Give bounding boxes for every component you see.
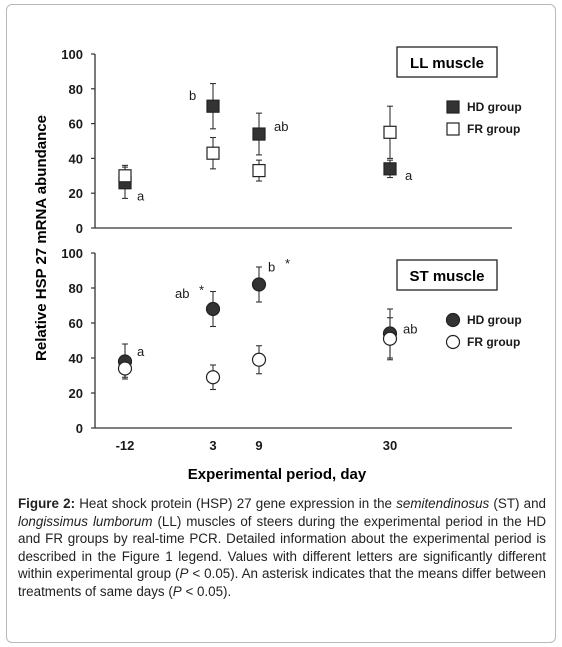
x-tick-label: -12 bbox=[116, 438, 135, 453]
panel-1-legend-label: FR group bbox=[467, 122, 520, 136]
y-axis-label: Relative HSP 27 mRNA abundance bbox=[33, 115, 50, 361]
panel-1-annotation: a bbox=[405, 168, 413, 183]
panel-1-y-tick-label: 60 bbox=[69, 117, 83, 132]
caption-text-3: (LL) muscles of steers during the experi… bbox=[18, 513, 546, 582]
panel-2-legend-marker bbox=[445, 312, 461, 328]
panel-1-annotation: b bbox=[189, 88, 196, 103]
panel-1-fr-point bbox=[252, 163, 266, 178]
panel-2-y-tick-label: 80 bbox=[69, 281, 83, 296]
panel-2-y-tick-label: 0 bbox=[76, 421, 83, 436]
panel-2-annotation: * bbox=[285, 256, 290, 271]
panel-2-annotation: a bbox=[137, 344, 145, 359]
panel-1-fr-point bbox=[206, 146, 220, 160]
x-tick-label: 30 bbox=[383, 438, 397, 453]
panel-2-annotation: ab bbox=[403, 322, 417, 337]
caption-italic-2: longissimus lumborum bbox=[18, 513, 153, 529]
panel-1-y-tick-label: 80 bbox=[69, 82, 83, 97]
panel-1-fr-point bbox=[118, 169, 132, 183]
panel-2-legend-label: FR group bbox=[467, 335, 520, 349]
panel-2-y-tick-label: 20 bbox=[69, 386, 83, 401]
panel-2-y-tick-label: 100 bbox=[61, 246, 83, 261]
panel-2-hd-point bbox=[251, 277, 267, 292]
panel-2-hd-point bbox=[205, 301, 221, 317]
panel-1-title: LL muscle bbox=[410, 55, 484, 72]
caption-text-1: Heat shock protein (HSP) 27 gene express… bbox=[75, 496, 397, 511]
panel-1-legend-marker bbox=[446, 100, 460, 114]
panel-2-title-box bbox=[396, 259, 498, 291]
panel-2-fr-point bbox=[205, 370, 221, 385]
caption-text-5: < 0.05). bbox=[181, 583, 232, 599]
panel-2-title: ST muscle bbox=[409, 268, 484, 285]
panel-2-annotation: b bbox=[268, 259, 275, 274]
caption-italic-1: semitendinosus bbox=[396, 496, 490, 511]
panel-1-hd-point bbox=[383, 162, 397, 176]
caption-label: Figure 2: bbox=[18, 496, 76, 511]
caption-italic-4: P bbox=[172, 583, 182, 599]
panel-2-legend-marker bbox=[445, 334, 461, 350]
panel-2-fr-point bbox=[251, 352, 267, 367]
panel-1-y-tick-label: 0 bbox=[76, 221, 83, 236]
panel-1-title-box bbox=[396, 46, 498, 78]
panel-2-y-tick-label: 40 bbox=[69, 351, 83, 366]
panel-1-hd-point bbox=[206, 99, 220, 113]
panel-1-annotation: a bbox=[137, 188, 145, 203]
panel-2-y-tick-label: 60 bbox=[69, 316, 83, 331]
chart-figure: Relative HSP 27 mRNA abundance Experimen… bbox=[33, 46, 522, 483]
x-axis-label: Experimental period, day bbox=[188, 466, 367, 483]
panel-1-y-tick-label: 20 bbox=[69, 186, 83, 201]
panel-2-fr-point bbox=[117, 361, 133, 376]
x-tick-label: 3 bbox=[209, 438, 216, 453]
panel-1-fr-point bbox=[383, 125, 397, 139]
caption-text-2: (ST) and bbox=[489, 496, 547, 511]
caption-italic-3: P bbox=[179, 566, 189, 581]
panel-1-legend-label: HD group bbox=[467, 100, 522, 114]
panel-2-annotation: ab bbox=[175, 286, 189, 301]
panel-2-annotation: * bbox=[199, 282, 204, 297]
panel-2-legend-label: HD group bbox=[467, 313, 522, 327]
panel-1-annotation: ab bbox=[274, 119, 288, 134]
panel-1-y-tick-label: 40 bbox=[69, 151, 83, 166]
caption-text-4: < 0.05). An asterisk indicates that the … bbox=[18, 566, 546, 599]
panel-1-y-tick-label: 100 bbox=[61, 47, 83, 62]
panel-1-legend-marker bbox=[446, 122, 460, 136]
panel-2-fr-point bbox=[382, 331, 398, 346]
panel-1-hd-point bbox=[252, 127, 266, 141]
figure-frame bbox=[6, 4, 556, 643]
figure-caption: Figure 2: Heat shock protein (HSP) 27 ge… bbox=[18, 495, 546, 600]
x-tick-label: 9 bbox=[255, 438, 262, 453]
